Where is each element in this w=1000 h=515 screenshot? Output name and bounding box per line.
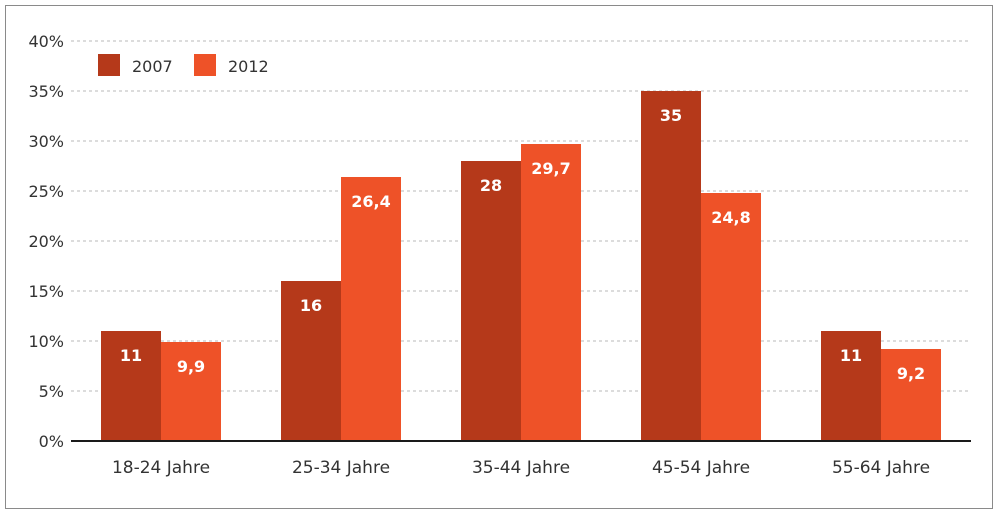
y-tick-label: 35% (28, 82, 64, 101)
data-label: 29,7 (531, 159, 570, 178)
y-tick-label: 20% (28, 232, 64, 251)
x-tick-label: 18-24 Jahre (112, 458, 210, 478)
data-label: 28 (480, 176, 502, 195)
bar-chart: 0% 5% 10% 15% 20% 25% 30% 35% 40% 11 9,9 18-24 Jahr… (28, 32, 971, 478)
y-tick-label: 0% (39, 432, 64, 451)
bar-2007-4 (641, 91, 701, 441)
legend-label: 2012 (228, 57, 269, 76)
chart-frame: 0% 5% 10% 15% 20% 25% 30% 35% 40% 11 9,9 18-24 Jahr… (5, 5, 993, 509)
y-tick-label: 40% (28, 32, 64, 51)
data-label: 35 (660, 106, 682, 125)
y-tick-label: 15% (28, 282, 64, 301)
bar-2012-5 (881, 349, 941, 441)
data-label: 16 (300, 296, 322, 315)
x-tick-label: 35-44 Jahre (472, 458, 570, 478)
bar-2007-3 (461, 161, 521, 441)
legend-swatch-2007 (98, 54, 120, 76)
bar-2012-4 (701, 193, 761, 441)
data-label: 11 (120, 346, 142, 365)
data-label: 9,2 (897, 364, 925, 383)
y-tick-label: 30% (28, 132, 64, 151)
y-tick-label: 5% (39, 382, 64, 401)
x-tick-label: 45-54 Jahre (652, 458, 750, 478)
data-label: 24,8 (711, 208, 750, 227)
x-tick-label: 25-34 Jahre (292, 458, 390, 478)
data-label: 11 (840, 346, 862, 365)
x-tick-label: 55-64 Jahre (832, 458, 930, 478)
y-tick-label: 10% (28, 332, 64, 351)
data-label: 9,9 (177, 357, 205, 376)
bar-2007-1 (101, 331, 161, 441)
bar-2012-2 (341, 177, 401, 441)
data-label: 26,4 (351, 192, 390, 211)
bar-2007-2 (281, 281, 341, 441)
legend-label: 2007 (132, 57, 173, 76)
y-tick-label: 25% (28, 182, 64, 201)
legend-swatch-2012 (194, 54, 216, 76)
bar-2012-3 (521, 144, 581, 441)
bar-2007-5 (821, 331, 881, 441)
bar-2012-1 (161, 342, 221, 441)
